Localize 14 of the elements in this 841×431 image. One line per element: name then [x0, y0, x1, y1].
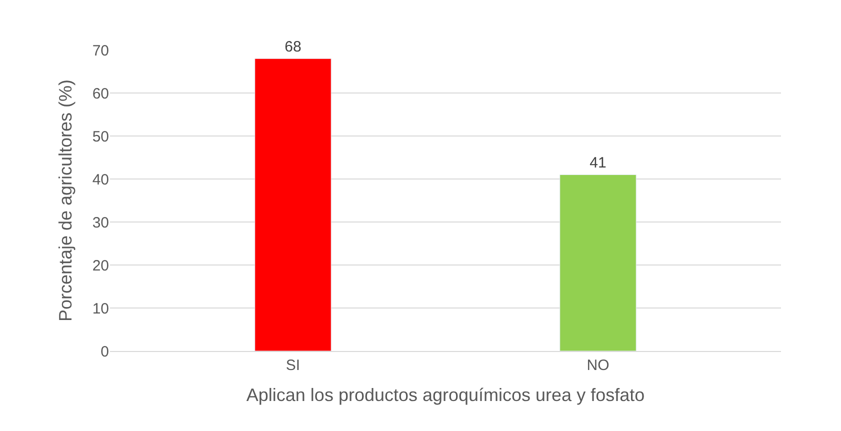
y-tick-label: 30	[92, 214, 109, 232]
y-tick-label: 50	[92, 128, 109, 146]
y-tick-label: 60	[92, 85, 109, 102]
data-label: 68	[284, 38, 302, 56]
y-tick-label: 70	[92, 42, 109, 60]
y-tick-label: 20	[92, 257, 109, 274]
y-tick-label: 10	[92, 300, 109, 318]
y-tick-label: 0	[100, 343, 109, 360]
data-label: 41	[590, 154, 606, 172]
y-tick-label: 40	[92, 171, 109, 188]
x-axis-title: Aplican los productos agroquímicos urea y fosfato	[246, 385, 645, 406]
x-tick-label: NO	[586, 357, 610, 374]
y-axis-title: Porcentaje de agricultores (%)	[56, 79, 76, 322]
x-tick-label: SI	[286, 357, 300, 374]
